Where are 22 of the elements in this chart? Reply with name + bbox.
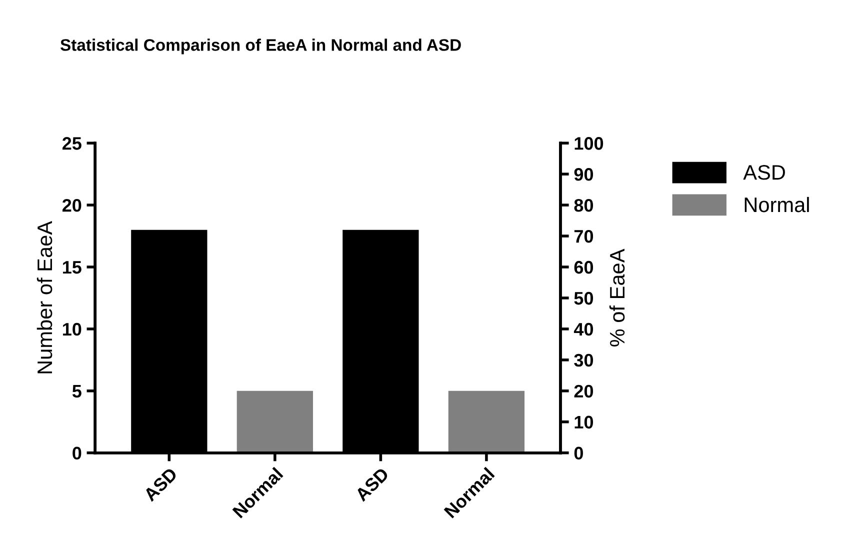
y2-tick-label: 100 (574, 137, 604, 150)
y-tick-label: 15 (62, 261, 82, 274)
y2-tick-label: 80 (574, 198, 594, 212)
y-tick-label: 0 (72, 446, 82, 460)
y2-axis-title: % of EaeA (609, 248, 625, 346)
y-axis-title: Number of EaeA (36, 221, 52, 374)
legend-label: ASD (743, 165, 785, 180)
y2-tick-label: 50 (574, 292, 594, 305)
y2-tick-label: 40 (574, 322, 594, 336)
y2-tick-label: 20 (574, 384, 594, 398)
y-tick-label: 25 (62, 137, 82, 150)
y2-tick-label: 0 (574, 446, 583, 460)
y2-tick-label: 70 (574, 230, 594, 243)
y-tick-label: 10 (62, 322, 82, 336)
y2-tick-label: 30 (574, 354, 594, 367)
y2-tick-label: 10 (574, 416, 594, 429)
y2-tick-label: 60 (574, 260, 594, 274)
chart-title: Statistical Comparison of EaeA in Normal and ASD (60, 38, 461, 54)
y-tick-label: 5 (72, 385, 82, 398)
legend-label: Normal (744, 196, 809, 212)
y-tick-label: 20 (62, 198, 82, 212)
y2-tick-label: 90 (574, 168, 594, 181)
